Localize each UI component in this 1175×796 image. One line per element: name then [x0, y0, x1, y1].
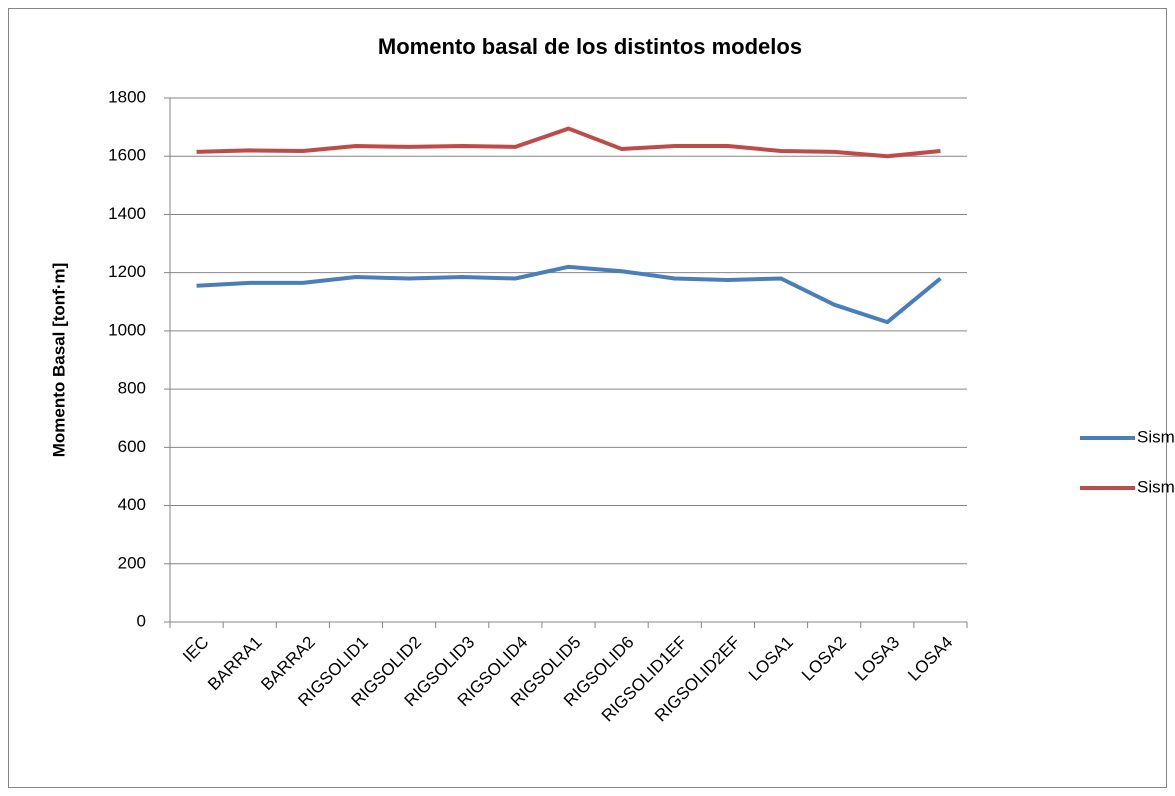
y-tick-label: 1800 — [108, 87, 146, 106]
y-axis-label: Momento Basal [tonf·m] — [49, 263, 68, 458]
y-tick-label: 200 — [118, 553, 146, 572]
y-tick-label: 400 — [118, 495, 146, 514]
line-series — [196, 264, 942, 325]
y-tick-label: 0 — [137, 611, 146, 630]
chart-border — [8, 8, 1167, 788]
y-tick-label: 1400 — [108, 204, 146, 223]
y-tick-label: 1000 — [108, 320, 146, 339]
legend-label: Sismo X — [1137, 427, 1175, 446]
y-tick-label: 600 — [118, 437, 146, 456]
line-series — [196, 126, 941, 159]
y-tick-label: 1600 — [108, 146, 146, 165]
legend-label: Sismo Z — [1137, 477, 1175, 496]
y-tick-label: 1200 — [108, 262, 146, 281]
chart-title: Momento basal de los distintos modelos — [378, 34, 802, 59]
y-tick-label: 800 — [118, 379, 146, 398]
